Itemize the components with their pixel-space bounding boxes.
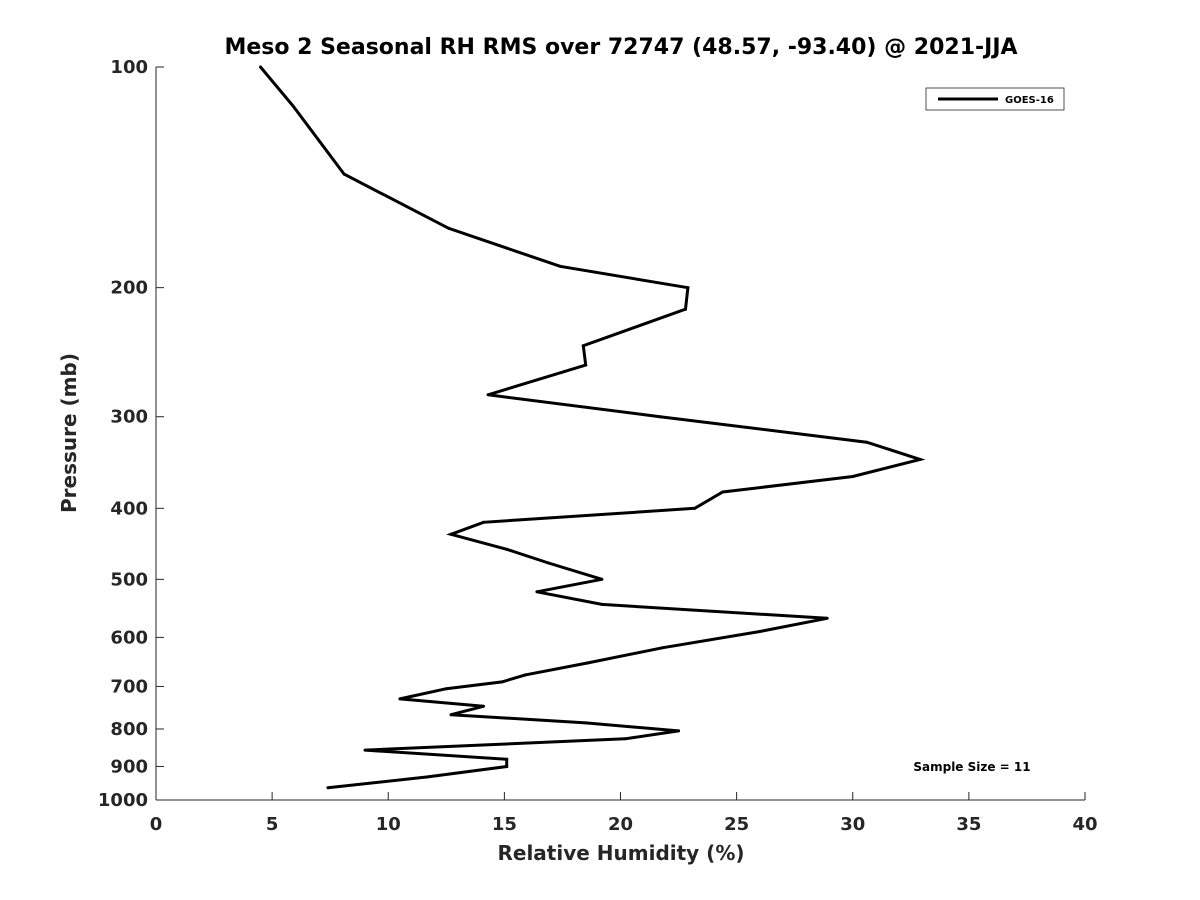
data-point bbox=[547, 561, 550, 565]
data-point bbox=[600, 577, 604, 581]
legend: GOES-16 bbox=[925, 87, 1065, 111]
data-point bbox=[623, 737, 627, 741]
data-point bbox=[584, 363, 588, 367]
data-point bbox=[581, 344, 585, 348]
data-point bbox=[291, 104, 295, 108]
data-point bbox=[865, 440, 869, 444]
chart-title: Meso 2 Seasonal RH RMS over 72747 (48.57… bbox=[224, 35, 1017, 60]
axis-ticks bbox=[155, 66, 1086, 801]
data-point bbox=[677, 729, 681, 733]
series-layer bbox=[259, 65, 926, 790]
y-tick-label-800: 800 bbox=[110, 719, 148, 740]
data-point bbox=[500, 680, 504, 684]
data-point bbox=[684, 307, 687, 311]
data-point bbox=[558, 264, 562, 268]
data-point bbox=[600, 602, 604, 606]
y-tick-label-300: 300 bbox=[110, 407, 148, 428]
y-tick-label-500: 500 bbox=[110, 569, 148, 590]
x-tick-label-35: 35 bbox=[956, 814, 981, 835]
axis-tick-labels: 0 5 10 15 20 25 30 35 40 100 200 300 400 500 600 700 800… bbox=[98, 57, 1098, 835]
y-tick-label-100: 100 bbox=[110, 57, 148, 78]
data-point bbox=[505, 765, 509, 768]
data-point bbox=[342, 172, 346, 176]
x-tick-label-25: 25 bbox=[724, 814, 749, 835]
legend-entry-goes-16: GOES-16 bbox=[1005, 95, 1054, 106]
x-tick-label-30: 30 bbox=[840, 814, 865, 835]
x-tick-label-20: 20 bbox=[608, 814, 633, 835]
data-point bbox=[721, 490, 725, 494]
plot-area bbox=[156, 67, 1085, 800]
data-point bbox=[449, 532, 453, 536]
data-point bbox=[825, 616, 829, 620]
data-point bbox=[486, 393, 490, 397]
data-point bbox=[584, 721, 588, 725]
data-point bbox=[426, 775, 430, 779]
y-tick-label-1000: 1000 bbox=[98, 790, 148, 811]
data-point bbox=[363, 748, 367, 752]
x-tick-label-15: 15 bbox=[492, 814, 517, 835]
data-point bbox=[918, 457, 922, 461]
data-point bbox=[658, 415, 662, 419]
data-point bbox=[851, 475, 855, 478]
x-axis-label: Relative Humidity (%) bbox=[497, 841, 744, 865]
y-tick-label-200: 200 bbox=[110, 278, 148, 299]
data-point bbox=[535, 590, 539, 594]
data-point bbox=[259, 65, 262, 69]
x-tick-label-5: 5 bbox=[266, 814, 279, 835]
y-tick-label-400: 400 bbox=[110, 498, 148, 519]
data-point bbox=[444, 687, 448, 691]
y-tick-label-600: 600 bbox=[110, 627, 148, 648]
data-point bbox=[482, 520, 485, 524]
data-point bbox=[398, 697, 402, 701]
data-point bbox=[758, 630, 762, 633]
data-point bbox=[586, 661, 590, 665]
x-tick-label-0: 0 bbox=[150, 814, 163, 835]
data-point bbox=[505, 757, 509, 761]
data-point bbox=[523, 673, 527, 677]
data-point bbox=[505, 547, 509, 551]
data-point bbox=[686, 286, 690, 290]
data-point bbox=[447, 226, 451, 230]
y-axis-label: Pressure (mb) bbox=[57, 353, 81, 513]
data-point bbox=[326, 786, 330, 790]
x-tick-label-10: 10 bbox=[376, 814, 401, 835]
y-tick-label-900: 900 bbox=[110, 756, 148, 777]
sample-size-annotation: Sample Size = 11 bbox=[913, 760, 1030, 774]
data-point bbox=[693, 506, 697, 510]
y-tick-label-700: 700 bbox=[110, 676, 148, 697]
data-point bbox=[482, 704, 485, 708]
x-tick-label-40: 40 bbox=[1072, 814, 1097, 835]
data-point bbox=[660, 646, 664, 650]
data-point bbox=[449, 713, 453, 717]
